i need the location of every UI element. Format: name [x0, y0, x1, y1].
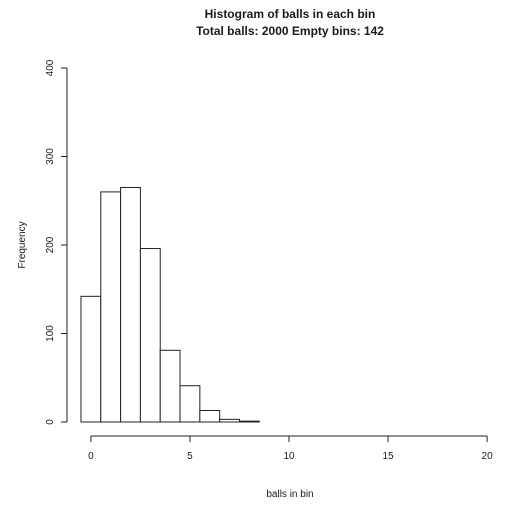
y-tick-label: 200	[45, 236, 56, 253]
histogram-bar	[120, 186, 141, 423]
x-tick-label: 5	[187, 451, 193, 462]
chart-title: Histogram of balls in each bin	[205, 7, 376, 21]
y-tick-label: 400	[45, 59, 56, 76]
y-axis-label: Frequency	[17, 221, 28, 268]
bars-group	[80, 186, 260, 423]
x-axis: 0 5 10 15 20	[88, 435, 494, 462]
histogram-bar	[199, 410, 221, 423]
x-axis-label: balls in bin	[266, 489, 313, 500]
chart-subtitle: Total balls: 2000 Empty bins: 142	[196, 24, 384, 38]
histogram-bar	[238, 420, 260, 423]
histogram-bar	[100, 191, 122, 423]
y-tick-label: 0	[45, 419, 56, 425]
histogram-bar	[179, 385, 201, 423]
x-tick-label: 0	[88, 451, 94, 462]
x-tick-label: 10	[283, 451, 295, 462]
histogram-bar	[80, 295, 102, 423]
x-tick-label: 15	[382, 451, 394, 462]
histogram-bar	[159, 349, 181, 423]
x-tick-label: 20	[482, 451, 494, 462]
histogram-bar	[139, 248, 161, 423]
y-tick-label: 300	[45, 148, 56, 165]
histogram-bar	[219, 418, 240, 423]
y-tick-label: 100	[45, 325, 56, 342]
y-axis: 0 100 200 300 400	[45, 59, 68, 425]
